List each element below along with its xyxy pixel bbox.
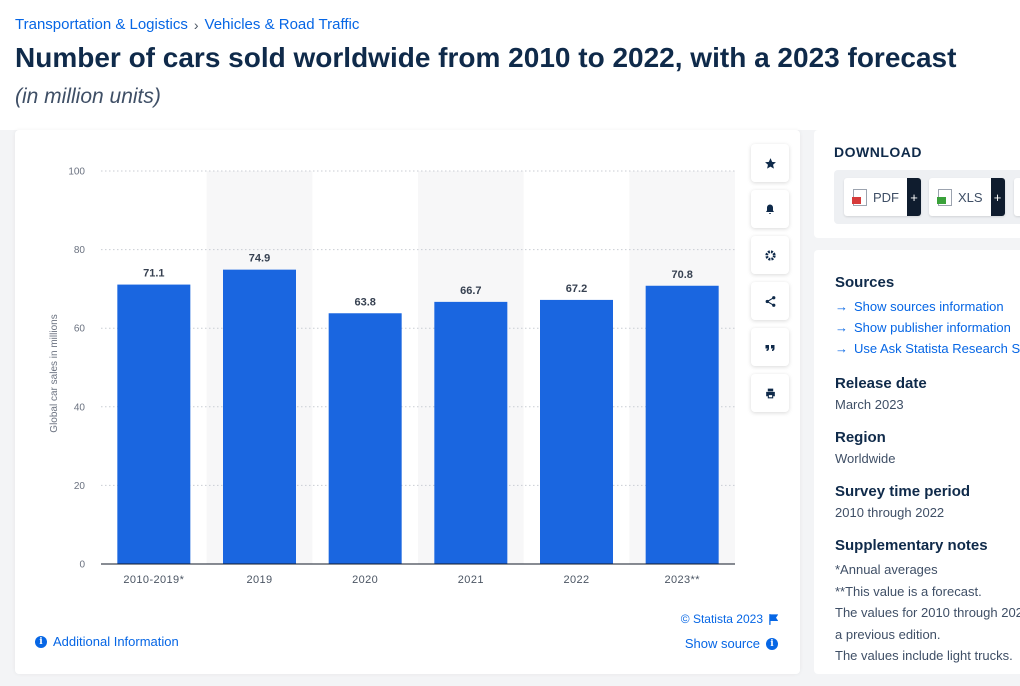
show-publisher-link[interactable]: → Show publisher information bbox=[835, 317, 1020, 338]
show-source-link[interactable]: Show source i bbox=[685, 636, 778, 651]
release-date-value: March 2023 bbox=[835, 397, 904, 412]
survey-period-heading: Survey time period bbox=[835, 483, 971, 500]
breadcrumb-category[interactable]: Transportation & Logistics bbox=[15, 16, 188, 33]
x-tick-label: 2019 bbox=[246, 574, 272, 586]
supplementary-note: *Annual averages bbox=[835, 562, 938, 577]
bell-icon bbox=[766, 204, 774, 214]
share-button[interactable] bbox=[751, 282, 789, 320]
show-sources-link[interactable]: → Show sources information bbox=[835, 296, 1020, 317]
xls-plus-icon: + bbox=[990, 178, 1005, 216]
page-header: Transportation & Logistics › Vehicles & … bbox=[0, 0, 1020, 130]
data-label: 74.9 bbox=[249, 253, 270, 265]
statistic-info-panel: Sources → Show sources information → Show … bbox=[814, 250, 1020, 674]
supplementary-note: **This value is a forecast. bbox=[835, 583, 982, 599]
y-tick-label: 20 bbox=[74, 481, 86, 492]
show-source-label: Show source bbox=[684, 636, 760, 651]
bar bbox=[434, 301, 508, 564]
region-value: Worldwide bbox=[835, 451, 896, 466]
page-title: Number of cars sold worldwide from 2010 … bbox=[15, 42, 957, 73]
statista-credit[interactable]: © Statista 2023 bbox=[681, 612, 778, 626]
x-tick-label: 2010-2019* bbox=[123, 574, 184, 586]
data-label: 67.2 bbox=[566, 283, 587, 295]
x-tick-label: 2022 bbox=[563, 574, 589, 586]
download-panel: DOWNLOAD PDF + XLS + bbox=[814, 130, 1020, 238]
pdf-plus-icon: + bbox=[907, 178, 921, 216]
survey-period-value: 2010 through 2022 bbox=[835, 505, 945, 520]
bar bbox=[645, 285, 719, 564]
y-tick-label: 80 bbox=[74, 245, 86, 256]
bar bbox=[117, 284, 191, 564]
data-label: 66.7 bbox=[460, 285, 481, 297]
sources-heading: Sources bbox=[835, 274, 895, 291]
xls-file-icon bbox=[937, 188, 952, 206]
flag-icon bbox=[769, 613, 778, 625]
y-axis-title: Global car sales in millions bbox=[49, 314, 60, 432]
chart-card: 0 20 40 60 80 100 71.1 2010-2019* 74.9 2019 63.8 20… bbox=[15, 130, 800, 674]
download-title: DOWNLOAD bbox=[834, 144, 922, 160]
chart-toolbar bbox=[751, 144, 789, 412]
y-tick-label: 0 bbox=[79, 560, 85, 571]
info-icon: i bbox=[35, 635, 47, 648]
ask-statista-link[interactable]: → Use Ask Statista Research Service bbox=[835, 338, 1020, 359]
settings-button[interactable] bbox=[751, 236, 789, 274]
breadcrumb-subcategory[interactable]: Vehicles & Road Traffic bbox=[204, 16, 360, 33]
region-heading: Region bbox=[835, 429, 886, 446]
ask-statista-label: Use Ask Statista Research Service bbox=[854, 341, 1020, 356]
print-icon bbox=[765, 388, 775, 398]
arrow-right-icon: → bbox=[835, 341, 848, 356]
cite-button[interactable] bbox=[751, 328, 789, 366]
download-xls-button[interactable]: XLS + bbox=[929, 178, 1005, 216]
notification-button[interactable] bbox=[751, 190, 789, 228]
download-pdf-button[interactable]: PDF + bbox=[844, 178, 921, 216]
x-tick-label: 2021 bbox=[458, 574, 484, 586]
pdf-file-icon bbox=[852, 188, 867, 206]
star-icon bbox=[764, 157, 776, 169]
credit-text: © Statista 2023 bbox=[680, 612, 763, 626]
bar bbox=[223, 269, 296, 564]
show-sources-label: Show sources information bbox=[854, 299, 1004, 314]
bar bbox=[540, 299, 613, 564]
info-icon: i bbox=[766, 637, 778, 650]
gear-icon bbox=[764, 249, 776, 261]
y-tick-label: 40 bbox=[74, 402, 86, 413]
download-more-button[interactable] bbox=[1014, 178, 1020, 216]
share-icon bbox=[765, 295, 775, 307]
page-subtitle: (in million units) bbox=[15, 85, 161, 108]
favorite-button[interactable] bbox=[751, 144, 789, 182]
y-tick-label: 100 bbox=[68, 167, 85, 178]
additional-info-label: Additional Information bbox=[53, 634, 179, 649]
bar-chart: 0 20 40 60 80 100 71.1 2010-2019* 74.9 2019 63.8 20… bbox=[49, 167, 735, 586]
release-date-heading: Release date bbox=[835, 375, 927, 392]
print-button[interactable] bbox=[751, 374, 789, 412]
data-label: 71.1 bbox=[143, 268, 164, 280]
data-label: 70.8 bbox=[671, 269, 692, 281]
bar bbox=[328, 313, 402, 564]
pdf-label: PDF bbox=[873, 189, 899, 205]
x-tick-label: 2020 bbox=[352, 574, 378, 586]
breadcrumb: Transportation & Logistics › Vehicles & … bbox=[15, 16, 359, 33]
xls-label: XLS bbox=[958, 189, 983, 205]
supplementary-note: The values for 2010 through 2022 are tak… bbox=[835, 605, 1020, 620]
supplementary-note: a previous edition. bbox=[835, 626, 941, 642]
additional-info-link[interactable]: i Additional Information bbox=[35, 634, 179, 649]
arrow-right-icon: → bbox=[835, 299, 848, 314]
y-tick-label: 60 bbox=[74, 324, 86, 335]
data-label: 63.8 bbox=[354, 296, 375, 308]
supplementary-note: The values include light trucks. bbox=[835, 648, 1013, 663]
supplementary-heading: Supplementary notes bbox=[835, 537, 988, 554]
quote-icon bbox=[765, 345, 775, 351]
show-publisher-label: Show publisher information bbox=[854, 320, 1011, 335]
x-tick-label: 2023** bbox=[664, 574, 700, 586]
download-bar: PDF + XLS + bbox=[834, 170, 1020, 224]
breadcrumb-separator: › bbox=[193, 16, 199, 33]
arrow-right-icon: → bbox=[835, 320, 848, 335]
